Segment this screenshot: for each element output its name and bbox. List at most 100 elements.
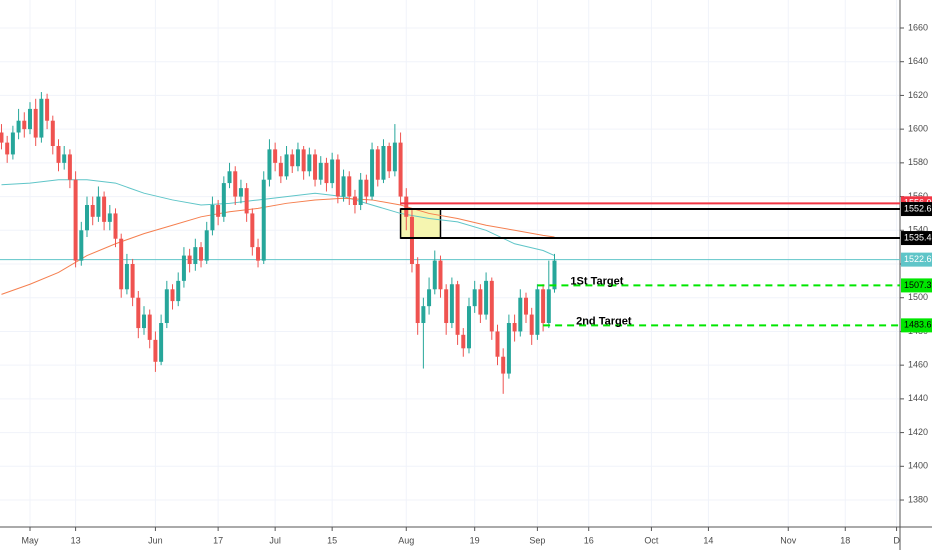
- candle-body: [324, 162, 329, 184]
- candle-body: [415, 264, 420, 324]
- candle-body: [341, 176, 346, 197]
- candle-body: [512, 323, 517, 332]
- y-tick-label: 1460: [908, 360, 928, 370]
- y-tick-label: 1580: [908, 157, 928, 167]
- x-tick-label: 13: [71, 535, 81, 545]
- price-tag: [901, 252, 932, 267]
- x-tick-label: Oct: [644, 535, 659, 545]
- candle-body: [85, 205, 90, 231]
- moving-average: [1, 179, 555, 257]
- candle-body: [506, 323, 511, 374]
- candle-body: [449, 284, 454, 324]
- y-tick-label: 1660: [908, 22, 928, 32]
- candle-body: [96, 196, 101, 217]
- y-tick-label: 1560: [908, 191, 928, 201]
- candle-body: [409, 216, 414, 265]
- candle-body: [79, 230, 84, 261]
- candle-body: [278, 162, 283, 177]
- candle-body: [364, 179, 369, 197]
- candle-body: [478, 289, 483, 315]
- x-tick-label: 17: [213, 535, 223, 545]
- y-tick-label: 1440: [908, 393, 928, 403]
- candle-body: [335, 159, 340, 197]
- candle-body: [318, 162, 323, 180]
- candle-body: [307, 154, 312, 172]
- price-tag-label: 1522.6: [904, 254, 932, 264]
- candle-body: [518, 297, 523, 332]
- y-tick-label: 1620: [908, 90, 928, 100]
- price-tag-label: 1535.4: [904, 232, 932, 242]
- candle-body: [387, 145, 392, 172]
- candle-body: [62, 154, 67, 163]
- candle-body: [204, 230, 209, 261]
- candle-body: [398, 142, 403, 197]
- candle-body: [330, 159, 335, 184]
- candle-body: [238, 188, 243, 197]
- candle-body: [427, 289, 432, 307]
- x-tick-label: 18: [840, 535, 850, 545]
- x-tick-label: 14: [703, 535, 713, 545]
- candle-body: [523, 297, 528, 315]
- candle-body: [164, 289, 169, 324]
- target-label: 2nd Target: [576, 315, 632, 327]
- candle-body: [227, 171, 232, 184]
- candle-body: [347, 176, 352, 197]
- x-tick-label: D: [893, 535, 900, 545]
- candle-body: [119, 238, 124, 290]
- x-tick-label: 15: [327, 535, 337, 545]
- target-label: 1St Target: [570, 275, 623, 287]
- candle-body: [73, 179, 78, 261]
- candle-body: [256, 247, 261, 261]
- x-tick-label: Jul: [269, 535, 281, 545]
- candle-body: [404, 196, 409, 217]
- candle-body: [136, 297, 141, 329]
- candle-body: [455, 284, 460, 335]
- candle-body: [535, 289, 540, 335]
- y-tick-label: 1500: [908, 292, 928, 302]
- candle-body: [181, 255, 186, 281]
- candle-body: [216, 205, 221, 217]
- candle-body: [233, 171, 238, 197]
- candle-body: [56, 145, 61, 163]
- price-tag: [901, 318, 932, 333]
- candle-body: [290, 154, 295, 167]
- candle-body: [375, 149, 380, 180]
- y-tick-label: 1540: [908, 225, 928, 235]
- x-tick-label: Nov: [780, 535, 797, 545]
- candle-body: [444, 289, 449, 324]
- candle-body: [50, 120, 55, 146]
- x-tick-label: Sep: [529, 535, 545, 545]
- y-tick-label: 1380: [908, 494, 928, 504]
- candle-body: [370, 149, 375, 197]
- candle-body: [244, 188, 249, 214]
- candle-body: [221, 183, 226, 217]
- candle-body: [16, 120, 21, 133]
- x-tick-label: Jun: [148, 535, 163, 545]
- candle-body: [193, 247, 198, 265]
- price-tag-label: 1552.6: [904, 203, 932, 213]
- candle-body: [552, 260, 557, 290]
- candle-body: [295, 149, 300, 167]
- x-tick-label: Aug: [398, 535, 414, 545]
- candle-body: [381, 145, 386, 180]
- candle-body: [501, 356, 506, 374]
- candle-body: [466, 306, 471, 349]
- candle-body: [39, 98, 44, 138]
- candle-body: [107, 213, 112, 222]
- candle-body: [27, 108, 32, 130]
- candle-body: [130, 264, 135, 298]
- candle-body: [541, 289, 546, 324]
- candle-body: [90, 205, 95, 217]
- candle-body: [358, 179, 363, 206]
- y-tick-label: 1420: [908, 427, 928, 437]
- candle-body: [33, 108, 38, 138]
- y-tick-label: 1400: [908, 461, 928, 471]
- candle-body: [170, 289, 175, 302]
- candle-body: [142, 314, 147, 329]
- y-tick-label: 1640: [908, 56, 928, 66]
- candle-body: [176, 280, 181, 302]
- candle-body: [267, 149, 272, 180]
- candle-body: [392, 142, 397, 172]
- candle-body: [472, 289, 477, 307]
